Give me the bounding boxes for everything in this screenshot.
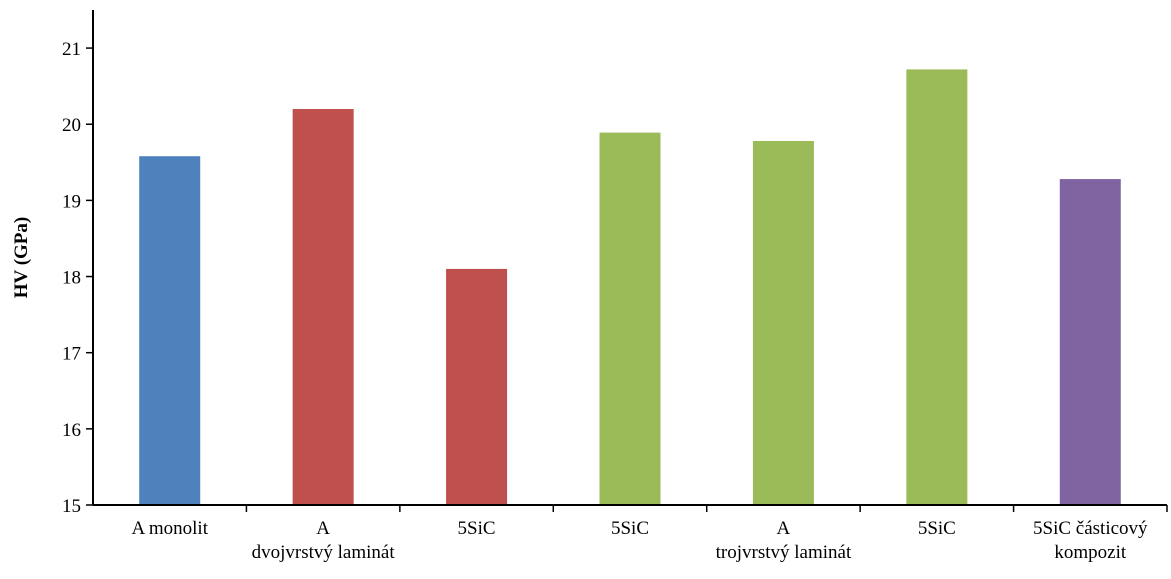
x-category-label: trojvrstvý laminát bbox=[716, 542, 852, 563]
bars-group bbox=[139, 69, 1121, 506]
x-category-label: A bbox=[777, 518, 791, 539]
bar bbox=[752, 140, 814, 505]
x-category-label: kompozit bbox=[1054, 542, 1126, 563]
y-tick-label: 21 bbox=[62, 39, 81, 60]
x-category-label: 5SiC bbox=[458, 518, 496, 539]
x-category-label: dvojvrstvý laminát bbox=[252, 542, 396, 563]
x-category-label: 5SiC bbox=[918, 518, 956, 539]
bar bbox=[599, 132, 661, 505]
bar bbox=[292, 109, 354, 505]
x-category-label: 5SiC částicový bbox=[1033, 518, 1148, 539]
bar bbox=[139, 156, 201, 505]
y-tick-label: 15 bbox=[62, 496, 81, 517]
y-axis-ticks: 15 16 17 18 19 20 21 bbox=[62, 39, 93, 517]
y-tick-label: 18 bbox=[62, 268, 81, 289]
bar bbox=[906, 69, 968, 506]
y-tick-label: 19 bbox=[62, 191, 81, 212]
y-tick-label: 20 bbox=[62, 115, 81, 136]
bar bbox=[446, 268, 508, 505]
bar bbox=[1059, 179, 1121, 506]
y-tick-label: 16 bbox=[62, 420, 81, 441]
y-axis-title: HV (GPa) bbox=[11, 217, 32, 298]
x-category-label: A monolit bbox=[131, 518, 208, 539]
y-tick-label: 17 bbox=[62, 344, 81, 365]
x-category-label: A bbox=[316, 518, 330, 539]
x-category-label: 5SiC bbox=[611, 518, 649, 539]
